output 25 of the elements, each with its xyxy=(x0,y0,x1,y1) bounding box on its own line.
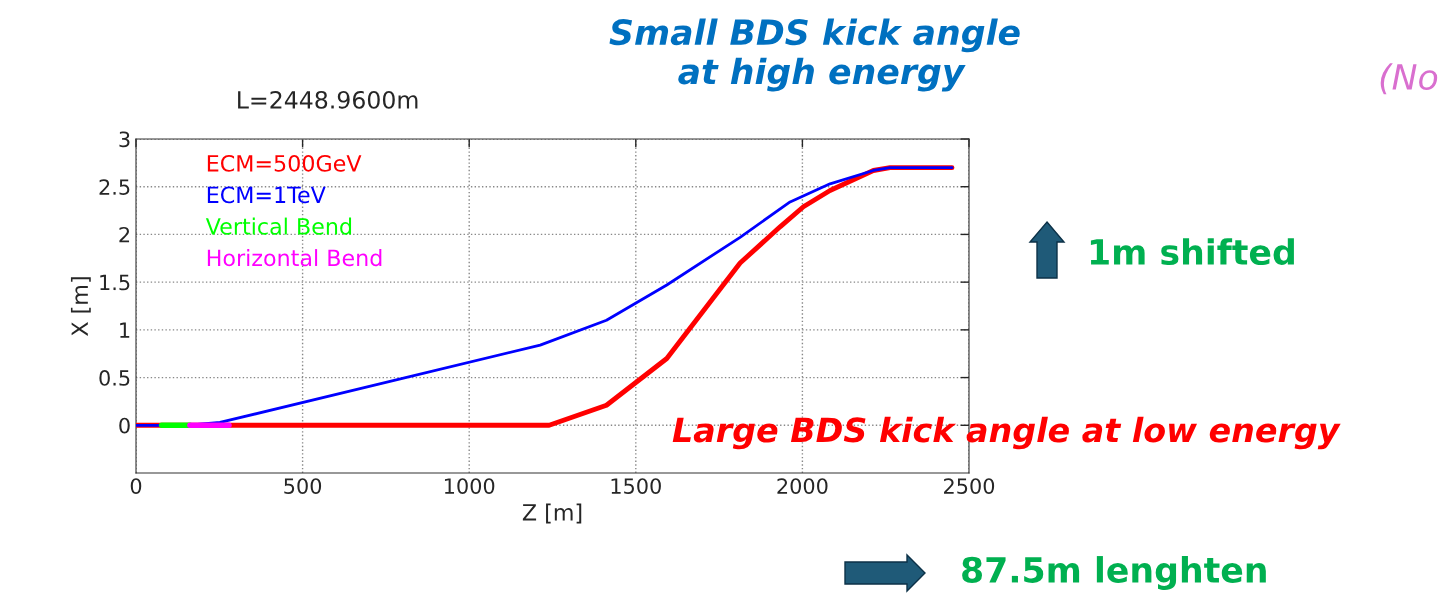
y-tick-label: 0.5 xyxy=(99,370,130,386)
y-axis-title: X [m] xyxy=(70,277,91,336)
x-tick-label: 2000 xyxy=(777,478,828,494)
x-axis-title: Z [m] xyxy=(522,503,582,524)
y-tick-label: 2.5 xyxy=(99,179,130,195)
text: (No xyxy=(1380,63,1438,95)
text: Vertical Bend xyxy=(205,217,352,235)
x-tick-label: 1000 xyxy=(444,478,495,494)
y-tick-label: 1 xyxy=(120,322,130,338)
y-tick-label: 1.5 xyxy=(100,274,130,291)
x-tick-label: 2500 xyxy=(944,478,995,494)
y-tick-label: 0 xyxy=(119,417,130,434)
text: ECM=500GeV xyxy=(207,154,362,172)
chart-title: L=2448.9600m xyxy=(238,90,418,109)
annotation: Large BDS kick angle at low energy xyxy=(672,416,1341,450)
text: Horizontal Bend xyxy=(207,249,382,267)
y-tick-label: 3 xyxy=(119,131,130,148)
text: ECM=1TeV xyxy=(207,186,326,204)
x-tick-label: 0 xyxy=(130,478,142,494)
text: 1m shifted xyxy=(1090,238,1294,266)
x-tick-label: 1500 xyxy=(611,478,661,494)
text: 87.5m lenghten xyxy=(962,556,1266,590)
text: Small BDS kick angle at high energy xyxy=(609,18,1020,92)
y-tick-label: 2 xyxy=(119,226,130,243)
x-tick-label: 500 xyxy=(284,478,322,494)
